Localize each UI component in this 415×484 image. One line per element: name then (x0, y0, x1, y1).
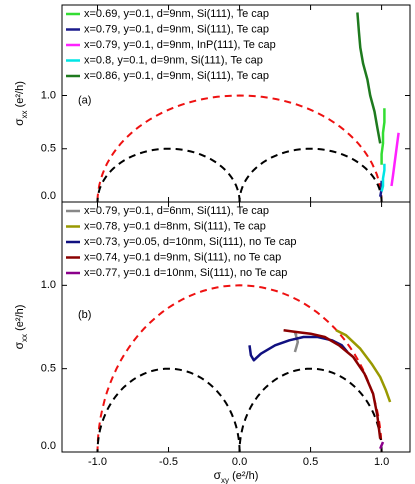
legend-label: x=0.73, y=0.05, d=10nm, Si(111), no Te c… (84, 236, 297, 248)
reference-circle (96, 94, 383, 202)
reference-circle (238, 147, 383, 202)
axis-label-symbol: σ (214, 468, 222, 482)
y-tick-label: 1.0 (41, 89, 56, 101)
series-line (356, 12, 382, 144)
axis-label-subscript: xx (20, 110, 29, 118)
reference-circle (238, 367, 383, 452)
axis-label-symbol: σ (12, 341, 26, 349)
reference-circle (96, 147, 241, 202)
y-tick-label: 0.5 (41, 363, 56, 375)
legend-label: x=0.79, y=0.1, d=9nm, InP(111), Te cap (84, 39, 276, 51)
legend-label: x=0.86, y=0.1, d=9nm, Si(111), Te cap (84, 70, 269, 82)
axis-label-unit: (e²/h) (14, 305, 26, 334)
axis-label-unit: (e²/h) (229, 470, 258, 482)
panel-label: (b) (78, 309, 91, 321)
axis-label-symbol: σ (12, 118, 26, 126)
x-tick-label: 0.5 (303, 456, 318, 468)
axis-label-unit: (e²/h) (14, 81, 26, 110)
legend-label: x=0.78, y=0.1 d=8nm, Si(111), Te cap (84, 220, 266, 232)
legend-label: x=0.74, y=0.1 d=9nm, Si(111), no Te cap (84, 251, 281, 263)
y-tick-label: 0.0 (41, 440, 56, 452)
x-tick-label: 0.0 (232, 456, 247, 468)
plot-frame (61, 201, 411, 453)
series-line (379, 441, 385, 450)
series-line (293, 330, 300, 353)
legend-label: x=0.79, y=0.1, d=6nm, Si(111), Te cap (84, 205, 269, 217)
y-tick-label: 0.5 (41, 143, 56, 155)
axis-label-subscript: xx (20, 334, 29, 342)
axis-label: σxx (e²/h) (12, 305, 28, 350)
panel-label: (a) (78, 95, 91, 107)
series-line (390, 132, 400, 187)
series-line (335, 329, 392, 403)
x-tick-label: -0.5 (159, 456, 178, 468)
x-tick-label: 1.0 (374, 456, 389, 468)
y-tick-label: 0.0 (41, 190, 56, 202)
series-line (283, 329, 382, 439)
axis-label: σxy (e²/h) (214, 468, 259, 484)
legend-label: x=0.8, y=0.1, d=9nm, Si(111), Te cap (84, 54, 263, 66)
axis-label-subscript: xy (221, 476, 229, 484)
x-tick-label: -1.0 (88, 456, 107, 468)
y-tick-label: 1.0 (41, 279, 56, 291)
legend-label: x=0.69, y=0.1, d=9nm, Si(111), Te cap (84, 8, 269, 20)
axis-label: σxx (e²/h) (12, 81, 28, 126)
legend-label: x=0.77, y=0.1 d=10nm, Si(111), no Te cap (84, 267, 287, 279)
series-line (380, 108, 386, 165)
legend-label: x=0.79, y=0.1, d=9nm, Si(111), Te cap (84, 23, 269, 35)
reference-circle (96, 367, 241, 452)
series-line (380, 163, 386, 192)
reference-circle (96, 284, 383, 452)
